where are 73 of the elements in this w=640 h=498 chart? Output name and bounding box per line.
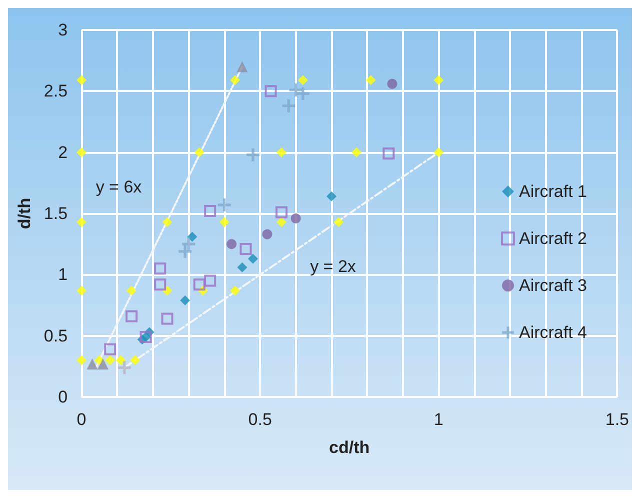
point [298,75,308,86]
point [237,262,248,272]
point [194,147,204,158]
point [382,148,395,160]
point [240,242,252,255]
point [289,83,302,96]
point [76,75,87,86]
point [296,87,310,100]
point [264,85,277,98]
point [246,148,260,162]
point [178,244,192,258]
x-tick-label: 1 [434,410,444,429]
point [352,147,362,158]
point [236,61,248,72]
point [366,75,376,86]
legend-label: Aircraft 3 [518,276,588,295]
point [230,75,240,86]
point [162,217,172,228]
point [276,147,287,158]
point [230,286,240,296]
y-tick-label: 1.5 [44,204,68,223]
point [276,206,288,218]
point [226,239,237,250]
y-tick-label: 2 [58,142,68,162]
point [76,217,87,228]
series-label: y = 2x [310,256,356,276]
legend-label: Aircraft 2 [518,229,588,248]
point [326,191,337,202]
y-tick-label: 0 [58,388,68,406]
legend-label: Aircraft 1 [518,182,588,201]
point [218,198,231,212]
point [76,147,87,158]
point [76,286,87,296]
point [182,238,196,251]
point [290,213,301,224]
point [97,358,108,370]
point [282,99,296,112]
point [434,147,444,158]
y-tick-label: 0.5 [44,326,68,346]
point [276,217,287,228]
point [76,355,87,366]
x-tick-label: 0.5 [248,410,272,429]
point [154,278,166,290]
point [118,361,131,374]
point [105,355,116,366]
x-tick-label: 1.5 [605,410,630,429]
x-tick-label: 0 [76,410,86,429]
point [86,358,98,370]
point [104,343,116,356]
legend-label: Aircraft 4 [518,323,588,342]
point [193,278,206,290]
point [154,262,166,275]
point [334,217,344,228]
series-label: y = 6x [96,178,142,197]
point [187,232,198,242]
y-tick-label: 1 [58,265,68,284]
point [204,205,216,218]
point [116,355,126,366]
point [387,78,398,89]
point [219,217,230,228]
point [126,286,137,296]
point [262,229,272,240]
point [204,274,216,287]
point [126,310,138,322]
point [434,75,444,86]
point [130,355,140,366]
point [248,254,258,264]
x-axis-title: cd/th [329,438,370,457]
y-tick-label: 2.5 [44,82,68,101]
point [180,295,190,306]
y-tick-label: 3 [58,20,68,40]
point [161,312,174,325]
y-axis-title: d/th [15,198,34,230]
